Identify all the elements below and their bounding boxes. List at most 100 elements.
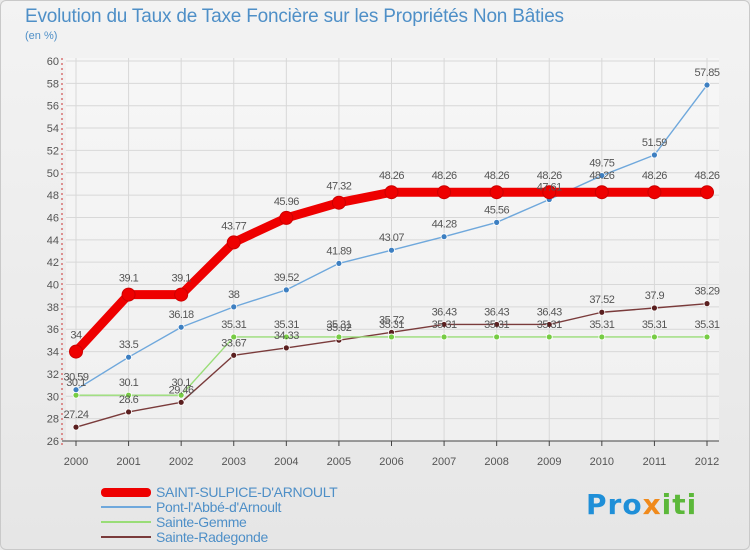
data-label-saint-sulpice-d-arnoult: 48.26 xyxy=(432,170,457,182)
data-label-pont-l-abb-d-arnoult: 51.59 xyxy=(642,137,667,149)
data-label-pont-l-abb-d-arnoult: 43.07 xyxy=(379,232,404,244)
x-tick-label: 2012 xyxy=(695,456,719,468)
data-point-saint-sulpice-d-arnoult xyxy=(384,185,399,200)
data-label-sainte-gemme: 30.1 xyxy=(119,377,139,389)
data-label-pont-l-abb-d-arnoult: 41.89 xyxy=(326,245,351,257)
data-point-sainte-gemme xyxy=(388,333,395,341)
data-label-sainte-gemme: 35.31 xyxy=(484,319,509,331)
data-label-sainte-radegonde: 36.43 xyxy=(537,306,562,318)
data-point-saint-sulpice-d-arnoult xyxy=(700,185,714,200)
legend: SAINT-SULPICE-D'ARNOULT Pont-l'Abbé-d'Arn… xyxy=(101,484,371,545)
data-label-sainte-radegonde: 36.43 xyxy=(432,306,457,318)
data-label-pont-l-abb-d-arnoult: 57.85 xyxy=(694,67,719,79)
data-label-sainte-radegonde: 37.52 xyxy=(589,294,614,306)
data-label-pont-l-abb-d-arnoult: 47.61 xyxy=(537,181,562,193)
x-tick-label: 2003 xyxy=(222,456,246,468)
y-tick-label: 32 xyxy=(47,369,59,381)
data-label-saint-sulpice-d-arnoult: 48.26 xyxy=(642,170,667,182)
legend-label: Pont-l'Abbé-d'Arnoult xyxy=(156,499,282,515)
legend-swatch xyxy=(101,521,151,523)
y-tick-label: 50 xyxy=(47,168,59,180)
data-label-sainte-radegonde: 38.29 xyxy=(694,286,719,298)
data-point-sainte-gemme xyxy=(703,333,711,341)
data-point-sainte-radegonde xyxy=(651,304,658,312)
legend-swatch xyxy=(101,536,151,538)
data-label-sainte-gemme: 35.31 xyxy=(642,319,667,331)
data-label-pont-l-abb-d-arnoult: 49.75 xyxy=(589,158,614,170)
data-label-sainte-gemme: 35.31 xyxy=(221,319,246,331)
data-label-sainte-gemme: 35.31 xyxy=(379,319,404,331)
data-point-sainte-gemme xyxy=(440,333,448,341)
data-label-sainte-gemme: 35.31 xyxy=(432,319,457,331)
data-label-saint-sulpice-d-arnoult: 34 xyxy=(70,330,82,342)
data-point-sainte-radegonde xyxy=(493,321,501,328)
y-tick-label: 28 xyxy=(47,414,59,426)
data-point-sainte-radegonde xyxy=(177,398,185,406)
data-point-pont-l-abb-d-arnoult xyxy=(598,172,606,179)
data-label-saint-sulpice-d-arnoult: 48.26 xyxy=(537,170,562,182)
y-tick-label: 56 xyxy=(47,101,59,113)
legend-item: Sainte-Gemme xyxy=(101,514,371,530)
data-point-sainte-gemme xyxy=(598,333,606,341)
data-point-saint-sulpice-d-arnoult xyxy=(69,344,83,359)
data-label-pont-l-abb-d-arnoult: 44.28 xyxy=(432,219,457,231)
data-label-pont-l-abb-d-arnoult: 33.5 xyxy=(119,339,139,351)
data-point-saint-sulpice-d-arnoult xyxy=(437,185,452,200)
y-tick-label: 44 xyxy=(47,235,59,247)
y-tick-label: 36 xyxy=(47,324,59,336)
data-point-sainte-radegonde xyxy=(545,321,553,328)
data-point-saint-sulpice-d-arnoult xyxy=(647,185,662,200)
data-point-sainte-radegonde xyxy=(598,308,606,316)
data-point-saint-sulpice-d-arnoult xyxy=(174,287,189,302)
y-tick-label: 54 xyxy=(47,123,59,135)
x-tick-label: 2007 xyxy=(432,456,456,468)
data-point-sainte-gemme xyxy=(335,333,343,341)
data-label-sainte-gemme: 30.1 xyxy=(171,377,191,389)
legend-item: SAINT-SULPICE-D'ARNOULT xyxy=(101,484,371,500)
x-tick-label: 2009 xyxy=(537,456,561,468)
data-point-saint-sulpice-d-arnoult xyxy=(121,287,136,302)
data-point-saint-sulpice-d-arnoult xyxy=(542,185,557,200)
legend-item: Sainte-Radegonde xyxy=(101,529,371,545)
data-label-sainte-radegonde: 33.67 xyxy=(221,337,246,349)
data-point-saint-sulpice-d-arnoult xyxy=(594,185,609,200)
data-label-sainte-radegonde: 27.24 xyxy=(63,409,88,421)
legend-label: Sainte-Gemme xyxy=(156,514,247,530)
data-point-pont-l-abb-d-arnoult xyxy=(230,303,238,311)
data-label-saint-sulpice-d-arnoult: 45.96 xyxy=(274,196,299,208)
data-point-sainte-gemme xyxy=(651,333,658,341)
data-point-pont-l-abb-d-arnoult xyxy=(177,323,185,331)
y-tick-label: 26 xyxy=(47,436,59,448)
y-tick-label: 60 xyxy=(47,56,59,68)
legend-swatch xyxy=(101,506,151,508)
data-label-sainte-gemme: 35.31 xyxy=(589,319,614,331)
data-label-pont-l-abb-d-arnoult: 45.56 xyxy=(484,204,509,216)
x-tick-label: 2000 xyxy=(64,456,88,468)
data-point-sainte-gemme xyxy=(493,333,501,341)
data-point-pont-l-abb-d-arnoult xyxy=(493,218,501,226)
y-tick-label: 46 xyxy=(47,212,59,224)
data-point-saint-sulpice-d-arnoult xyxy=(331,195,346,210)
y-tick-label: 40 xyxy=(47,280,59,292)
data-label-saint-sulpice-d-arnoult: 48.26 xyxy=(589,170,614,182)
data-label-pont-l-abb-d-arnoult: 36.18 xyxy=(169,309,194,321)
data-point-sainte-radegonde xyxy=(703,300,711,308)
data-label-saint-sulpice-d-arnoult: 43.77 xyxy=(221,220,246,232)
data-point-sainte-radegonde xyxy=(282,344,290,352)
x-tick-label: 2005 xyxy=(327,456,351,468)
y-tick-label: 30 xyxy=(47,391,59,403)
data-point-pont-l-abb-d-arnoult xyxy=(651,151,658,159)
y-tick-label: 34 xyxy=(47,347,59,359)
data-point-saint-sulpice-d-arnoult xyxy=(279,210,294,225)
unit-label: (en %) xyxy=(25,30,58,42)
data-label-sainte-gemme: 35.31 xyxy=(537,319,562,331)
data-point-pont-l-abb-d-arnoult xyxy=(72,386,80,394)
data-point-pont-l-abb-d-arnoult xyxy=(388,246,395,254)
data-label-sainte-gemme: 35.31 xyxy=(274,319,299,331)
data-label-saint-sulpice-d-arnoult: 48.26 xyxy=(694,170,719,182)
y-tick-label: 42 xyxy=(47,257,59,269)
chart-title: Evolution du Taux de Taxe Foncière sur l… xyxy=(25,6,564,27)
y-tick-label: 58 xyxy=(47,78,59,90)
data-label-saint-sulpice-d-arnoult: 48.26 xyxy=(484,170,509,182)
